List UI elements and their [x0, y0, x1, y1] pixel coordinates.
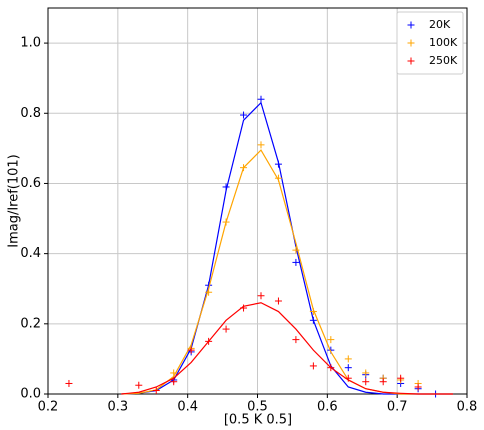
data-point [344, 355, 352, 363]
data-point [327, 364, 335, 372]
legend-box [396, 11, 464, 75]
data-point [344, 364, 352, 372]
x-axis-label: [0.5 K 0.5] [224, 413, 292, 428]
data-point [222, 218, 230, 226]
x-tick-label: 0.3 [107, 400, 128, 415]
data-point [292, 246, 300, 254]
data-point [309, 316, 317, 324]
data-point [257, 292, 265, 300]
x-tick-label: 0.5 [247, 400, 268, 415]
data-point [205, 288, 213, 296]
data-point [309, 308, 317, 316]
legend-label: 100K [429, 36, 458, 49]
data-point [379, 378, 387, 386]
data-point [362, 378, 370, 386]
y-tick-label: 0.0 [20, 387, 41, 402]
legend-marker [407, 57, 415, 65]
y-tick-label: 0.6 [20, 176, 41, 191]
x-tick-label: 0.6 [317, 400, 338, 415]
data-point [274, 160, 282, 168]
data-point [170, 369, 178, 377]
x-tick-label: 0.4 [177, 400, 198, 415]
data-point [344, 374, 352, 382]
data-point [257, 95, 265, 103]
data-point [240, 111, 248, 119]
data-point [222, 183, 230, 191]
data-point [170, 378, 178, 386]
legend-marker [407, 39, 415, 47]
y-tick-label: 0.4 [20, 246, 41, 261]
data-point [222, 325, 230, 333]
data-point [257, 141, 265, 149]
x-tick-label: 0.2 [38, 400, 59, 415]
data-point [65, 379, 73, 387]
data-point [414, 383, 422, 391]
fit-line [121, 149, 454, 395]
plot-frame [47, 7, 468, 395]
data-point [152, 386, 160, 394]
legend-marker [407, 21, 415, 29]
x-tick-label: 0.8 [457, 400, 478, 415]
legend-label: 20K [429, 18, 451, 31]
fit-line [121, 302, 454, 395]
legend-label: 250K [429, 54, 458, 67]
data-point [274, 174, 282, 182]
x-tick-label: 0.7 [387, 400, 408, 415]
data-point [309, 362, 317, 370]
data-point [274, 297, 282, 305]
data-point [187, 346, 195, 354]
y-tick-label: 0.2 [20, 316, 41, 331]
data-point [292, 336, 300, 344]
data-point [205, 337, 213, 345]
fit-line [121, 101, 454, 395]
data-point [292, 258, 300, 266]
y-tick-label: 1.0 [20, 36, 41, 51]
data-point [362, 369, 370, 377]
data-point [397, 374, 405, 382]
data-point [327, 336, 335, 344]
data-point [240, 304, 248, 312]
y-axis-label: Imag/Iref(101) [7, 154, 22, 248]
data-point [240, 164, 248, 172]
data-point [135, 381, 143, 389]
y-tick-label: 0.8 [20, 106, 41, 121]
